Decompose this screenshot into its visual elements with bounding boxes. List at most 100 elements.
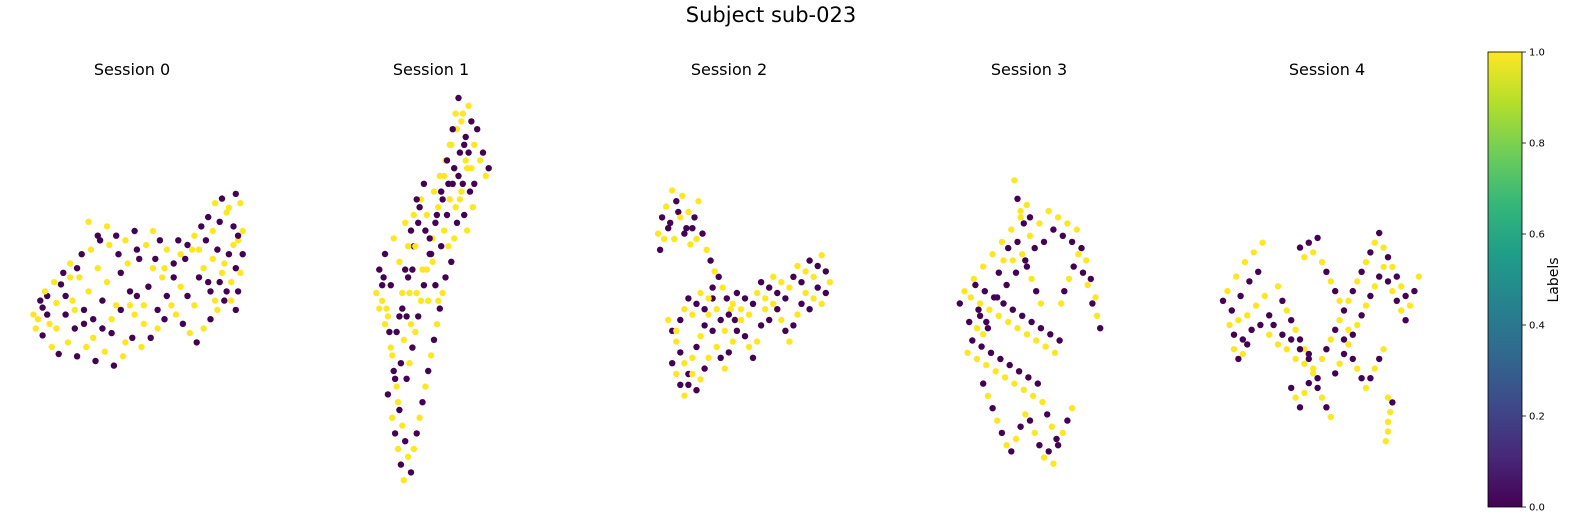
scatter-point [786, 284, 793, 291]
scatter-point [393, 328, 400, 336]
scatter-point [1318, 258, 1326, 266]
scatter-point [1087, 275, 1095, 283]
scatter-point [448, 258, 455, 265]
scatter-point [956, 300, 963, 307]
scatter-point [53, 325, 60, 332]
scatter-point [474, 126, 481, 133]
scatter-point [693, 387, 700, 394]
scatter-point [1036, 442, 1043, 449]
scatter-point [108, 316, 115, 323]
scatter-point [1367, 249, 1374, 256]
scatter-point [1022, 257, 1029, 264]
scatter-point [713, 343, 720, 351]
scatter-point [1274, 341, 1282, 348]
scatter-point [476, 157, 484, 164]
scatter-point [978, 343, 985, 350]
scatter-point [435, 204, 442, 211]
figure-title: Subject sub-023 [686, 3, 856, 27]
scatter-point [179, 320, 187, 327]
scatter-point [461, 141, 468, 148]
scatter-point [1233, 273, 1240, 280]
scatter-point [1083, 257, 1090, 264]
scatter-point [976, 300, 984, 307]
scatter-point [1332, 370, 1339, 377]
scatter-point [175, 237, 182, 244]
scatter-point [701, 306, 708, 313]
scatter-point [1301, 346, 1308, 353]
scatter-point [983, 318, 990, 326]
scatter-point [1354, 321, 1361, 329]
scatter-point [658, 214, 666, 221]
scatter-point [145, 283, 152, 290]
scatter-point [1239, 336, 1247, 343]
scatter-point [721, 327, 728, 334]
scatter-point [1389, 287, 1396, 295]
scatter-point [67, 274, 74, 281]
colorbar-tick-label: 1.0 [1529, 48, 1545, 59]
scatter-point [685, 295, 692, 302]
scatter-point [1079, 269, 1087, 276]
scatter-point [205, 213, 212, 221]
scatter-point [673, 370, 680, 378]
scatter-point [230, 223, 237, 230]
scatter-point [1224, 287, 1231, 295]
scatter-point [1033, 337, 1040, 344]
scatter-point [975, 306, 982, 313]
scatter-point [140, 302, 147, 309]
scatter-point [1327, 336, 1335, 343]
scatter-point [689, 370, 696, 378]
scatter-point [1037, 300, 1045, 307]
scatter-point [663, 203, 670, 210]
scatter-point [964, 349, 971, 356]
scatter-point [961, 288, 968, 295]
scatter-point [1292, 326, 1299, 333]
scatter-point [172, 311, 180, 318]
scatter-point [425, 297, 432, 304]
scatter-point [407, 227, 415, 234]
scatter-point [403, 313, 410, 320]
scatter-point [416, 204, 423, 211]
scatter-point [1336, 297, 1343, 304]
scatter-point [693, 235, 700, 243]
scatter-point [1034, 380, 1042, 387]
scatter-point [709, 284, 716, 291]
scatter-point [159, 274, 166, 281]
points-session-3 [956, 177, 1104, 467]
scatter-point [389, 414, 396, 421]
scatter-point [745, 311, 753, 318]
scatter-point [1384, 394, 1392, 401]
scatter-point [400, 477, 407, 484]
scatter-point [1345, 326, 1352, 333]
scatter-point [669, 360, 676, 367]
scatter-point [142, 241, 150, 249]
scatter-point [152, 255, 159, 263]
scatter-point [1011, 380, 1018, 387]
scatter-point [681, 392, 688, 399]
scatter-point [1301, 389, 1308, 396]
scatter-point [1305, 379, 1313, 387]
scatter-panel-session-0: Session 0 [30, 60, 246, 369]
scatter-point [1005, 318, 1012, 326]
scatter-point [1031, 244, 1038, 252]
scatter-point [1349, 287, 1357, 295]
scatter-point [987, 349, 995, 356]
scatter-panel-session-4: Session 4 [1219, 60, 1423, 445]
scatter-point [1332, 287, 1339, 295]
scatter-point [48, 343, 55, 351]
scatter-point [1288, 384, 1295, 392]
scatter-point [170, 274, 177, 281]
scatter-point [376, 305, 383, 312]
scatter-point [725, 349, 732, 356]
scatter-point [986, 306, 993, 313]
scatter-point [69, 297, 76, 304]
scatter-point [451, 165, 458, 172]
scatter-point [1059, 232, 1067, 239]
scatter-point [83, 343, 90, 351]
scatter-point [438, 188, 445, 195]
scatter-point [1274, 283, 1282, 290]
scatter-panel-session-3: Session 3 [956, 60, 1104, 467]
scatter-point [76, 274, 83, 281]
colorbar-tick-label: 0.8 [1529, 139, 1545, 150]
scatter-point [469, 204, 477, 211]
